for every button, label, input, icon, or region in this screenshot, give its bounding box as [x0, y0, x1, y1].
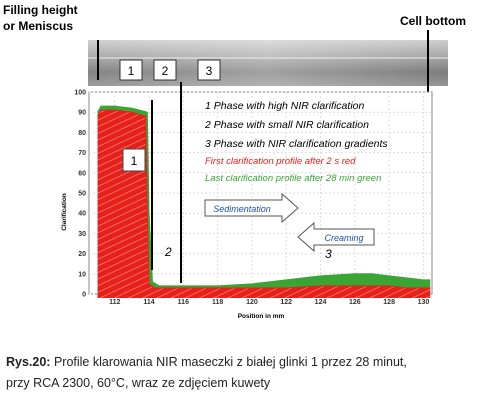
y-tick-label: 30: [78, 231, 86, 238]
y-tick-label: 80: [78, 130, 86, 137]
phase-box-1: 1: [119, 59, 143, 81]
meniscus-label: or Meniscus: [3, 19, 74, 33]
figure-caption: Rys.20: Profile klarowania NIR maseczki …: [6, 352, 407, 394]
caption-line-1: Profile klarowania NIR maseczki z białej…: [50, 355, 407, 369]
x-tick-label: 112: [109, 299, 120, 306]
phase-box-1-label: 1: [128, 64, 135, 78]
sedimentation-arrow: Sedimentation: [204, 192, 299, 224]
legend: 1 Phase with high NIR clarification 2 Ph…: [204, 100, 388, 184]
phase-3-label: 3: [325, 247, 332, 261]
x-tick-label: 128: [383, 299, 395, 306]
filling-height-label: Filling height: [3, 3, 78, 17]
x-axis-title: Position in mm: [238, 313, 285, 320]
phase-1-marker: 1: [122, 148, 146, 172]
series-line-1: [97, 109, 431, 289]
phase-1-label: 1: [131, 154, 138, 168]
phase-box-3-label: 3: [206, 64, 213, 78]
y-tick-label: 40: [78, 211, 86, 218]
y-tick-label: 90: [78, 110, 86, 117]
series-layer: [97, 105, 431, 299]
x-tick-labels: 112 114 116 118 120 122 124 126 128 130: [109, 299, 429, 306]
caption-line-2: przy RCA 2300, 60°C, wraz ze zdjęciem ku…: [6, 376, 271, 390]
y-tick-label: 20: [78, 251, 86, 258]
legend-line-3: 3 Phase with NIR clarification gradients: [205, 138, 388, 150]
x-tick-label: 116: [178, 299, 189, 306]
series-line-2: [97, 105, 431, 287]
caption-label: Rys.20:: [6, 355, 51, 369]
y-tick-labels: 0 10 20 30 40 50 60 70 80 90 100: [74, 90, 86, 299]
x-tick-label: 126: [349, 299, 361, 306]
y-tick-label: 10: [78, 271, 86, 278]
phase-box-3: 3: [197, 59, 221, 81]
phase-box-2-label: 2: [162, 64, 169, 78]
sedimentation-label: Sedimentation: [213, 204, 271, 214]
x-tick-label: 118: [212, 299, 223, 306]
y-tick-label: 50: [78, 191, 86, 198]
x-tick-label: 130: [418, 299, 430, 306]
y-tick-label: 70: [78, 150, 86, 157]
cuvette-photo: [88, 40, 448, 86]
phase-box-2: 2: [153, 59, 177, 81]
x-tick-label: 122: [280, 299, 292, 306]
y-axis-title: Clarification: [61, 193, 68, 231]
creaming-label: Creaming: [324, 233, 363, 243]
x-tick-label: 120: [246, 299, 258, 306]
y-tick-label: 60: [78, 170, 86, 177]
creaming-arrow: Creaming: [297, 221, 375, 253]
x-tick-label: 114: [143, 299, 154, 306]
legend-line-5: Last clarification profile after 28 min …: [205, 173, 381, 184]
x-tick-label: 124: [315, 299, 327, 306]
legend-line-4: First clarification profile after 2 s re…: [205, 156, 356, 167]
y-tick-label: 0: [82, 292, 86, 299]
phase-2-label: 2: [164, 245, 172, 259]
y-tick-label: 100: [74, 90, 86, 97]
profile-texture: [97, 110, 431, 299]
cell-bottom-label: Cell bottom: [400, 14, 466, 28]
legend-line-1: 1 Phase with high NIR clarification: [205, 100, 364, 112]
legend-line-2: 2 Phase with small NIR clarification: [204, 119, 369, 131]
